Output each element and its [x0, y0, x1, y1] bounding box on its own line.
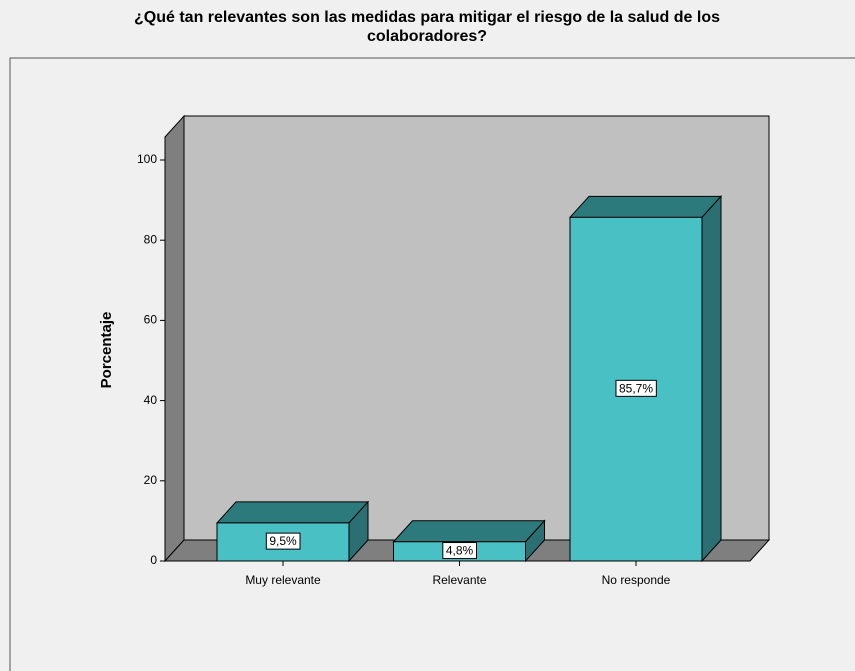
x-tick-label: No responde: [602, 573, 671, 587]
value-label-box: [615, 379, 657, 397]
bar-top: [392, 520, 546, 543]
value-label-box: [265, 532, 301, 550]
bar-top: [215, 501, 370, 524]
bar: [569, 216, 703, 562]
bar-side: [701, 195, 722, 563]
value-label: 4,8%: [446, 544, 474, 558]
y-tick-label: 100: [137, 152, 157, 166]
y-tick-label: 40: [144, 393, 158, 407]
y-tick-label: 0: [150, 553, 157, 567]
value-label: 85,7%: [619, 381, 653, 395]
x-tick-label: Muy relevante: [245, 573, 321, 587]
left-wall: [164, 114, 185, 563]
y-axis-label: Porcentaje: [98, 312, 115, 389]
value-label-box: [442, 542, 478, 560]
y-tick-label: 80: [144, 232, 158, 246]
y-tick-label: 20: [144, 473, 158, 487]
y-tick-label: 60: [144, 313, 158, 327]
bar-top: [568, 195, 723, 218]
x-tick-label: Relevante: [432, 573, 486, 587]
value-label: 9,5%: [269, 534, 297, 548]
chart-title: ¿Qué tan relevantes son las medidas para…: [134, 9, 720, 45]
